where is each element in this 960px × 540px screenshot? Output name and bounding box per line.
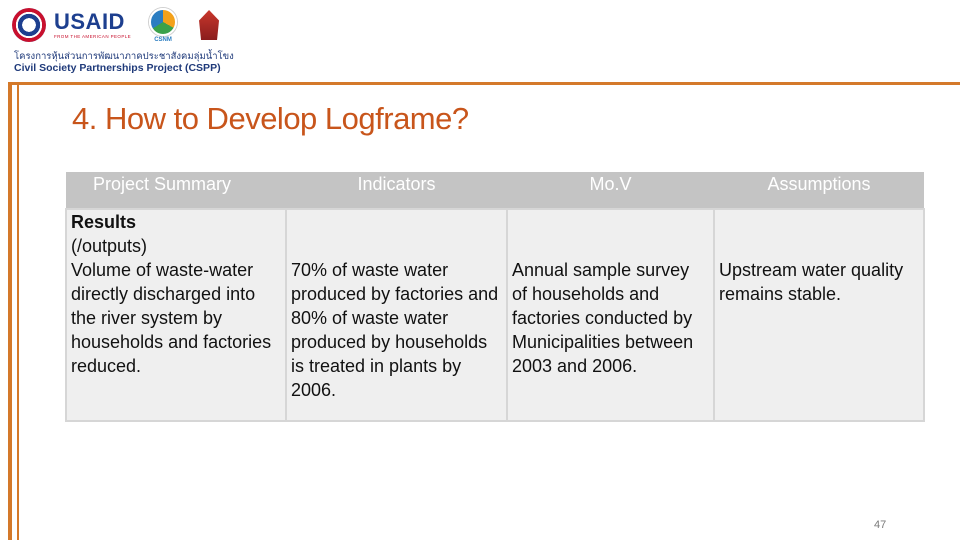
usaid-logo: USAID FROM THE AMERICAN PEOPLE	[54, 8, 132, 40]
header-logos: USAID FROM THE AMERICAN PEOPLE CSNM	[12, 6, 220, 44]
slide-title: 4. How to Develop Logframe?	[72, 101, 469, 136]
usaid-wordmark: USAID	[54, 8, 125, 34]
header-indicators: Indicators	[286, 172, 507, 209]
cell-mov: Annual sample survey of households and f…	[506, 208, 715, 422]
table-row: Results (/outputs) Volume of waste-water…	[65, 208, 925, 422]
header-mov: Mo.V	[507, 172, 714, 209]
header-divider	[8, 82, 960, 85]
page-number: 47	[874, 519, 887, 531]
left-accent-bar	[8, 82, 12, 540]
outputs-subheading: (/outputs)	[71, 236, 148, 256]
usaid-tagline: FROM THE AMERICAN PEOPLE	[54, 33, 132, 39]
logframe-table: Project Summary Indicators Mo.V Assumpti…	[65, 172, 925, 422]
header-assumptions: Assumptions	[714, 172, 924, 209]
project-name: Civil Society Partnerships Project (CSPP…	[14, 62, 221, 74]
table-header-row: Project Summary Indicators Mo.V Assumpti…	[66, 172, 924, 209]
cell-assumptions: Upstream water quality remains stable.	[713, 208, 925, 422]
university-crest-logo	[199, 10, 220, 40]
cell-indicators: 70% of waste water produced by factories…	[285, 208, 508, 422]
cssm-label: CSNM	[154, 36, 172, 43]
cssm-logo: CSNM	[149, 7, 178, 43]
left-accent-bar-thin	[17, 82, 19, 540]
summary-text: Volume of waste-water directly discharge…	[71, 260, 272, 376]
results-heading: Results	[71, 212, 137, 232]
cell-project-summary: Results (/outputs) Volume of waste-water…	[65, 208, 287, 422]
thai-project-name: โครงการหุ้นส่วนการพัฒนาภาคประชาสังคมลุ่ม…	[14, 51, 234, 62]
usaid-seal-logo	[12, 8, 46, 42]
cssm-mark-icon	[149, 7, 178, 36]
header-project-summary: Project Summary	[66, 172, 286, 209]
